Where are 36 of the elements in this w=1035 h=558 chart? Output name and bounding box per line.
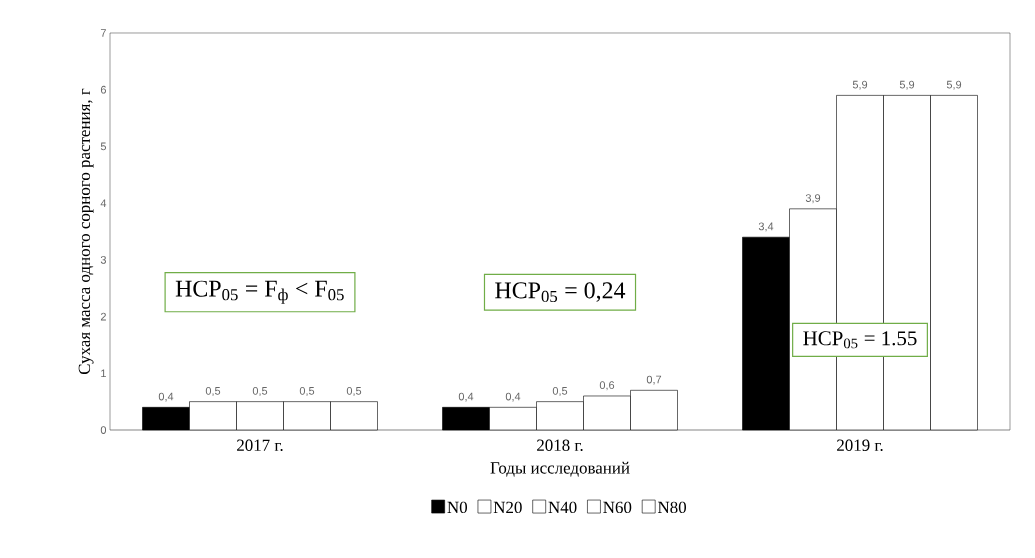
legend-label: N0 [447,501,468,514]
y-tick-label: 5 [100,142,107,151]
data-label: 3,9 [805,194,821,204]
y-tick-label: 0 [100,426,107,434]
data-label: 0,4 [458,392,474,402]
x-tick-label: 2018 г. [537,439,583,452]
annotation: НСР$_{05}$ = F$_{ф}$ < F$_{05}$ [175,280,344,304]
annotation: НСР$_{05}$ = 1.55 [803,331,917,349]
data-label: 0,7 [646,375,662,385]
legend-label: N20 [493,501,522,514]
data-label: 0,6 [599,381,615,391]
data-label: 0,4 [505,392,521,402]
legend-label: N80 [657,501,687,514]
data-label: 5,9 [946,80,962,90]
y-tick-label: 2 [100,312,106,321]
data-label: 3,4 [758,222,774,232]
y-tick-label: 7 [100,29,106,37]
data-label: 0,5 [552,386,568,397]
y-tick-label: 6 [100,85,106,94]
y-tick-label: 1 [101,369,106,378]
y-tick-label: 3 [100,255,106,264]
x-axis-title: Годы исследований [490,461,630,477]
data-label: 5,9 [899,80,915,90]
y-axis-title: Сухая масса одного сорного растения, г [78,88,94,375]
data-label: 0,5 [299,386,315,397]
data-label: 5,9 [852,80,868,90]
legend-label: N60 [603,501,632,514]
legend-label: N40 [548,501,577,514]
x-tick-label: 2017 г. [237,439,283,452]
data-label: 0,5 [346,386,362,397]
data-label: 0,4 [158,392,174,402]
x-tick-label: 2019 г. [837,439,883,452]
annotation: НСР$_{05}$ = 0,24 [495,282,626,303]
data-label: 0,5 [205,386,221,397]
data-label: 0,5 [252,386,268,397]
y-tick-label: 4 [100,199,107,207]
